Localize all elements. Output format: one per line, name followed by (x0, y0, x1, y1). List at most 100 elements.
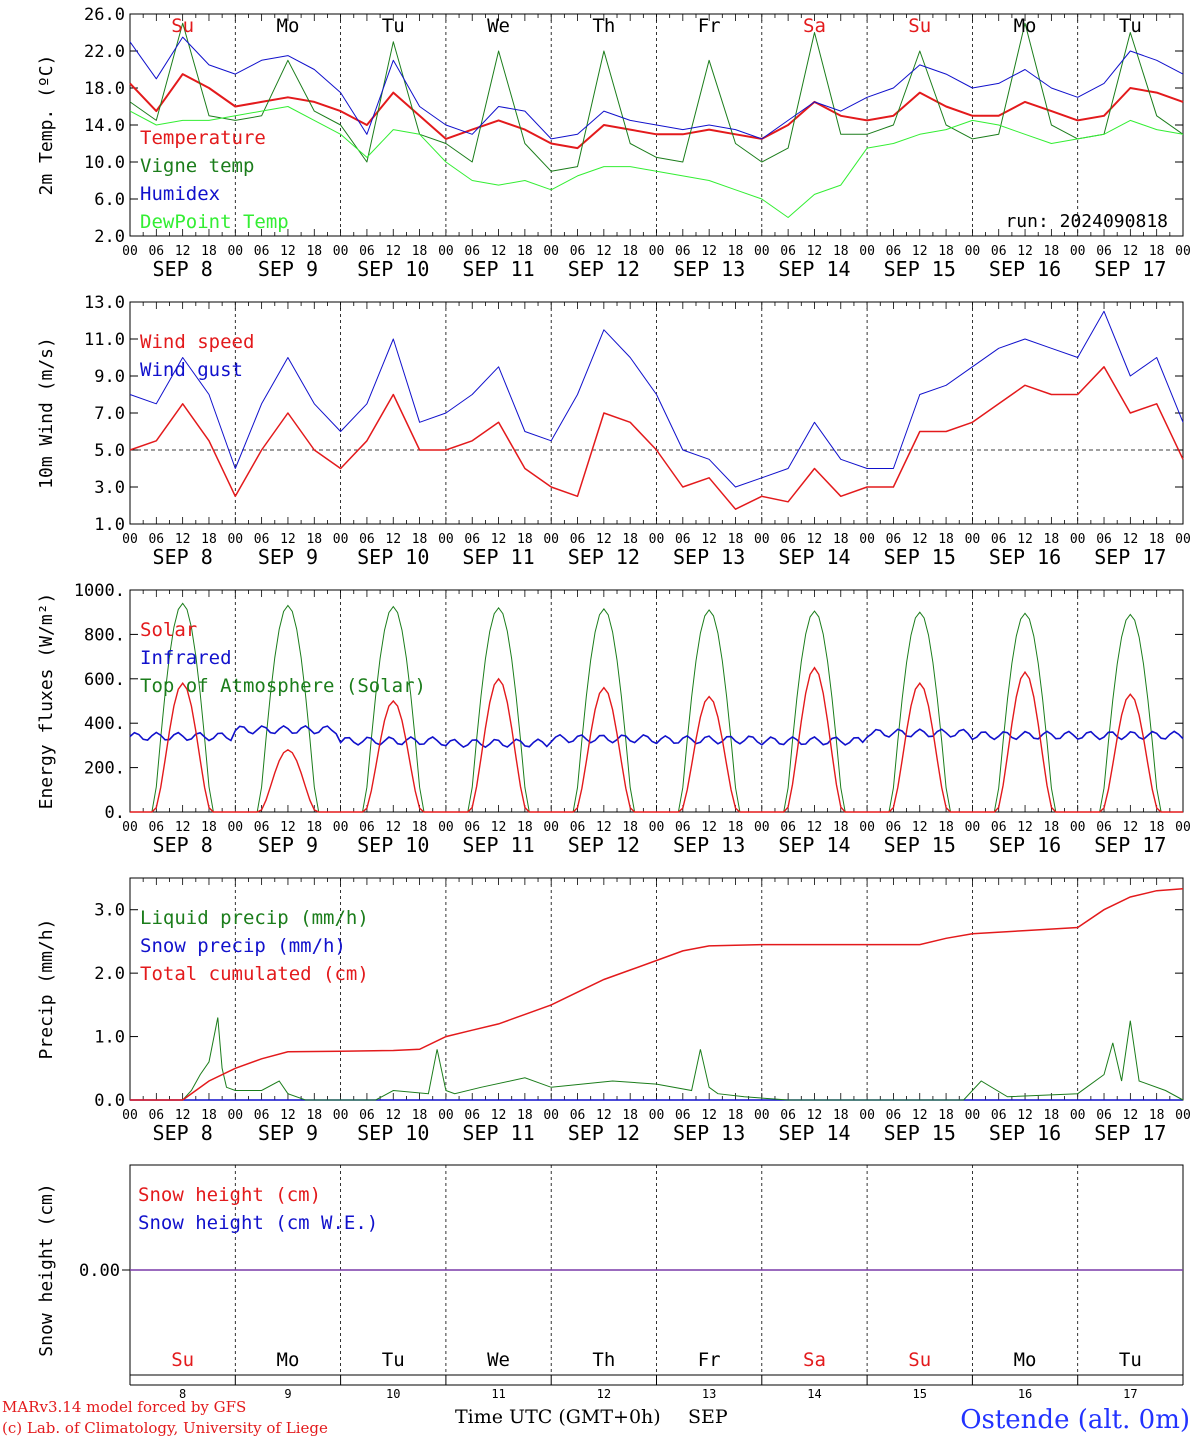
date-label: SEP 13 (673, 833, 745, 857)
hour-label: 12 (912, 1108, 928, 1123)
ytick-label: 11.0 (84, 330, 125, 350)
ytick-label: 2.0 (94, 964, 125, 984)
hour-label: 18 (306, 244, 322, 259)
weekday-label: Mo (277, 15, 300, 37)
date-label: SEP 11 (462, 257, 534, 281)
hour-label: 06 (254, 532, 270, 547)
hour-label: 18 (201, 1108, 217, 1123)
hour-label: 06 (464, 244, 480, 259)
day-number: 16 (1018, 1387, 1032, 1401)
hour-label: 18 (412, 1108, 428, 1123)
legend-entry: Snow height (cm) (138, 1184, 321, 1206)
hour-label: 18 (728, 1108, 744, 1123)
hour-label: 00 (649, 532, 665, 547)
hour-label: 06 (570, 532, 586, 547)
hour-label: 00 (1175, 532, 1191, 547)
hour-label: 06 (675, 532, 691, 547)
hour-label: 00 (227, 532, 243, 547)
ytick-label: 26.0 (84, 5, 125, 25)
hour-label: 00 (1175, 1108, 1191, 1123)
weekday-label: Mo (1014, 15, 1037, 37)
hour-label: 18 (412, 820, 428, 835)
date-label: SEP 16 (989, 545, 1061, 569)
hour-label: 00 (859, 532, 875, 547)
date-label: SEP 15 (884, 1121, 956, 1145)
weekday-label: Fr (698, 1349, 721, 1371)
hour-label: 18 (833, 244, 849, 259)
series-humidex (129, 36, 1184, 140)
hour-label: 18 (938, 244, 954, 259)
weekday-label: Su (908, 15, 931, 37)
date-label: SEP 16 (989, 1121, 1061, 1145)
date-label: SEP 9 (258, 257, 318, 281)
series-dewpoint-temp (129, 106, 1184, 218)
hour-label: 12 (1017, 1108, 1033, 1123)
hour-label: 06 (1096, 820, 1112, 835)
weekday-label: Su (171, 15, 194, 37)
hour-label: 00 (438, 244, 454, 259)
hour-label: 06 (464, 820, 480, 835)
hour-label: 00 (122, 820, 138, 835)
hour-label: 00 (1175, 244, 1191, 259)
series-solar (130, 666, 1183, 813)
hour-label: 18 (306, 532, 322, 547)
date-label: SEP 15 (884, 833, 956, 857)
hour-label: 12 (175, 244, 191, 259)
date-label: SEP 13 (673, 1121, 745, 1145)
hour-label: 18 (201, 820, 217, 835)
date-label: SEP 12 (568, 257, 640, 281)
hour-label: 00 (1070, 244, 1086, 259)
hour-label: 12 (596, 1108, 612, 1123)
weekday-label: Su (171, 1349, 194, 1371)
hour-label: 06 (1096, 532, 1112, 547)
hour-label: 18 (306, 1108, 322, 1123)
hour-label: 18 (938, 820, 954, 835)
hour-label: 18 (622, 820, 638, 835)
hour-label: 00 (438, 1108, 454, 1123)
date-label: SEP 8 (153, 1121, 213, 1145)
legend-entry: Wind gust (140, 359, 243, 381)
ytick-label: 22.0 (84, 42, 125, 62)
date-label: SEP 13 (673, 257, 745, 281)
ytick-label: 0.0 (94, 1091, 125, 1111)
date-label: SEP 17 (1094, 1121, 1166, 1145)
series-temperature (129, 73, 1184, 150)
hour-label: 00 (754, 532, 770, 547)
day-number: 14 (807, 1387, 821, 1401)
xaxis-title: Time UTC (GMT+0h) (455, 1406, 661, 1428)
hour-label: 00 (543, 820, 559, 835)
date-label: SEP 8 (153, 833, 213, 857)
hour-label: 06 (570, 1108, 586, 1123)
station-name: Ostende (alt. 0m) (960, 1405, 1190, 1435)
hour-label: 06 (148, 820, 164, 835)
day-number: 17 (1123, 1387, 1137, 1401)
ytick-label: 10.0 (84, 153, 125, 173)
hour-label: 12 (385, 1108, 401, 1123)
y-axis-title: Snow height (cm) (36, 1183, 57, 1356)
date-label: SEP 10 (357, 833, 429, 857)
hour-label: 00 (438, 532, 454, 547)
hour-label: 12 (701, 1108, 717, 1123)
day-number: 8 (179, 1387, 186, 1401)
hour-label: 12 (701, 244, 717, 259)
ytick-label: 1.0 (94, 515, 125, 535)
weekday-label: Mo (277, 1349, 300, 1371)
hour-label: 12 (280, 1108, 296, 1123)
hour-label: 00 (1175, 820, 1191, 835)
date-label: SEP 9 (258, 1121, 318, 1145)
hour-label: 06 (359, 1108, 375, 1123)
hour-label: 18 (412, 244, 428, 259)
date-label: SEP 12 (568, 833, 640, 857)
month-label: SEP (688, 1406, 728, 1428)
series-wind-gust (129, 310, 1184, 488)
hour-label: 00 (122, 532, 138, 547)
hour-label: 06 (148, 1108, 164, 1123)
hour-label: 18 (622, 1108, 638, 1123)
ytick-label: 400. (84, 714, 125, 734)
hour-label: 12 (807, 1108, 823, 1123)
hour-label: 00 (227, 820, 243, 835)
date-label: SEP 10 (357, 1121, 429, 1145)
hour-label: 00 (859, 820, 875, 835)
date-label: SEP 15 (884, 545, 956, 569)
